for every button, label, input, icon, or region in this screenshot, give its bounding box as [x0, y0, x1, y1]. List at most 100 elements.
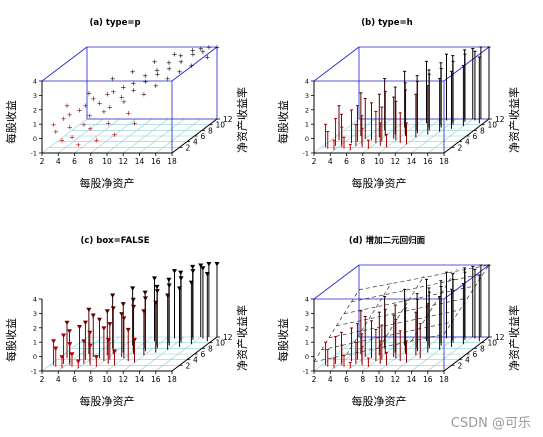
regression-grid-line: [346, 282, 392, 356]
z-tick-label: -1: [31, 150, 37, 158]
data-point: +: [190, 46, 196, 54]
y-tick-label: 10: [216, 339, 226, 348]
z-tick-label: 4: [305, 78, 309, 86]
data-point-marker: [75, 359, 81, 364]
regression-grid-line: [313, 289, 360, 362]
data-point: +: [107, 104, 113, 112]
data-point: +: [204, 54, 210, 62]
data-point: +: [87, 125, 93, 133]
x-tick-label: 16: [423, 157, 433, 166]
data-point-marker: [67, 342, 73, 347]
y-tick-label: 10: [216, 121, 226, 130]
data-point-marker: [112, 349, 117, 354]
data-point: +: [132, 119, 138, 127]
data-point-marker: [190, 269, 196, 274]
data-point: +: [101, 108, 107, 116]
data-point-marker: [177, 286, 182, 291]
x-tick-label: 16: [423, 375, 433, 384]
floor-grid: [313, 118, 490, 154]
x-tick-label: 8: [360, 375, 365, 384]
data-point-marker: [120, 302, 126, 307]
data-point: +: [67, 124, 73, 132]
x-tick-label: 8: [88, 375, 93, 384]
chart-title: (d) 增加二元回归面: [349, 235, 426, 246]
data-point: +: [83, 102, 89, 110]
data-point-marker: [214, 262, 220, 267]
z-tick-label: 1: [305, 121, 309, 129]
y-tick-label: 8: [480, 126, 485, 135]
data-point: +: [143, 78, 149, 86]
box-edge: [41, 46, 88, 82]
data-point-marker: [130, 286, 136, 291]
y-tick-label: 10: [488, 339, 498, 348]
data-point-marker: [119, 312, 125, 317]
data-point: +: [87, 112, 93, 120]
y-tick-label: 6: [473, 132, 478, 141]
data-point-marker: [166, 283, 172, 288]
x-tick-label: 8: [360, 157, 365, 166]
data-points: [51, 262, 220, 369]
x-axis-label: 每股净资产: [80, 394, 135, 408]
data-point-marker: [121, 316, 127, 321]
data-point-marker: [93, 355, 99, 360]
data-point: +: [86, 89, 92, 97]
box-edge: [171, 46, 218, 82]
chart-title: (a) type=p: [89, 18, 140, 28]
data-point-marker: [87, 343, 93, 349]
data-point-marker: [198, 263, 204, 268]
x-tick-label: 10: [374, 375, 384, 384]
x-tick-label: 16: [151, 157, 161, 166]
x-tick-label: 18: [167, 157, 177, 166]
floor-grid: [313, 336, 490, 372]
data-point-marker: [131, 304, 137, 310]
data-point: +: [64, 102, 70, 110]
data-point: +: [142, 72, 148, 80]
data-point: +: [214, 44, 220, 52]
z-tick-label: 2: [33, 106, 37, 114]
data-point-marker: [101, 326, 107, 331]
data-point: +: [166, 59, 172, 67]
data-point-marker: [141, 309, 147, 314]
watermark: CSDN @可乐: [450, 416, 531, 431]
z-tick-label: 4: [33, 78, 37, 86]
z-axis-label: 每股收益: [276, 100, 290, 144]
x-tick-label: 2: [40, 157, 45, 166]
z-tick-label: -1: [303, 150, 309, 158]
data-point-marker: [190, 264, 196, 270]
x-tick-label: 6: [344, 157, 349, 166]
z-tick-label: 1: [33, 339, 37, 347]
x-tick-label: 18: [439, 157, 449, 166]
data-point-marker: [86, 307, 92, 313]
chart-title: (c) box=FALSE: [80, 236, 149, 246]
x-axis-label: 每股净资产: [80, 176, 135, 190]
floor-grid: [41, 336, 218, 372]
x-tick-label: 2: [312, 157, 317, 166]
data-point: +: [67, 111, 73, 119]
data-point: +: [104, 91, 110, 99]
data-point: +: [178, 58, 184, 66]
data-point-marker: [67, 329, 72, 334]
box-edge: [313, 46, 360, 82]
regression-grid-line: [358, 264, 490, 291]
data-point: +: [77, 106, 83, 114]
data-point: +: [152, 58, 158, 66]
x-tick-label: 14: [135, 157, 145, 166]
y-tick-label: 4: [193, 356, 198, 365]
data-point-marker: [142, 290, 148, 296]
data-point: +: [165, 75, 171, 83]
data-point: +: [61, 115, 67, 123]
data-point: +: [153, 82, 159, 90]
x-tick-label: 2: [40, 375, 45, 384]
y-tick-label: 6: [473, 350, 478, 359]
y-tick-label: 12: [223, 115, 233, 124]
data-points: [324, 46, 491, 151]
y-tick-label: 4: [193, 138, 198, 147]
data-point-marker: [142, 296, 148, 301]
data-point-marker: [81, 339, 87, 344]
z-tick-label: -1: [31, 368, 37, 376]
x-tick-label: 10: [102, 157, 112, 166]
y-axis-label: 净资产收益率: [507, 87, 521, 153]
x-tick-label: 4: [328, 375, 333, 384]
data-point: +: [69, 134, 75, 142]
